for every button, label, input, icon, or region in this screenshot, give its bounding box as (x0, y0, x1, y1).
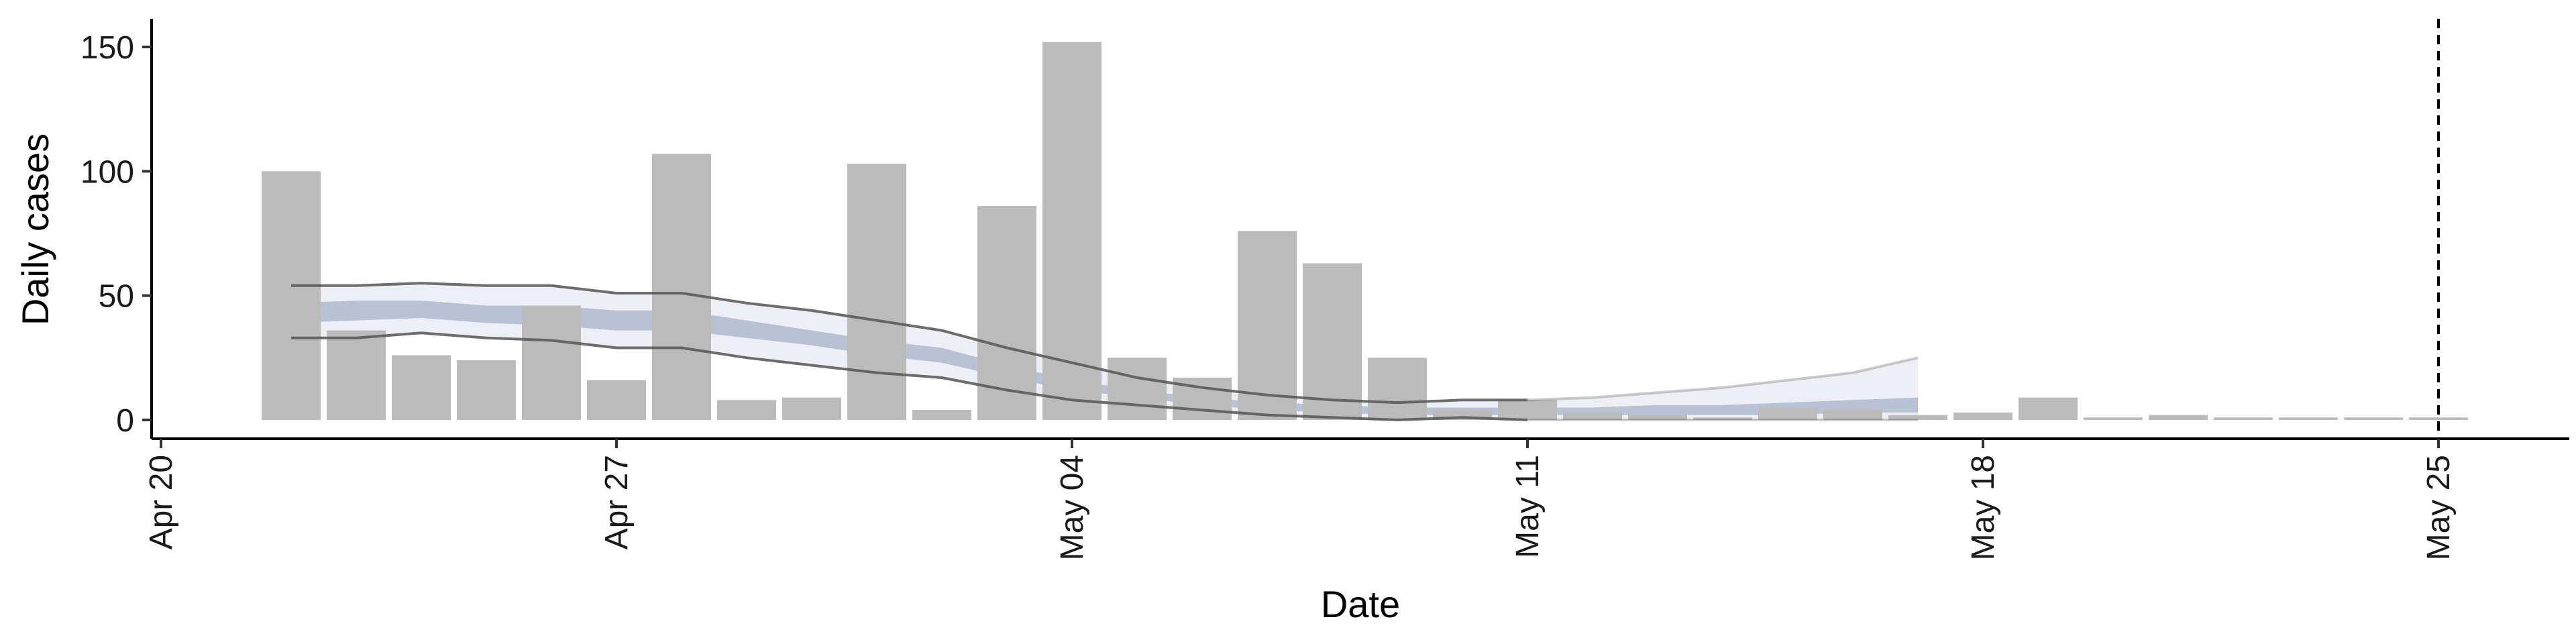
case-bar (587, 380, 646, 420)
y-tick-label: 100 (80, 154, 134, 190)
upper-interval-line-projected (1527, 356, 1919, 402)
case-bar (262, 171, 321, 421)
y-tick-label: 50 (99, 279, 134, 315)
x-ticks: Apr 20 Apr 27 May 04 May 11 May 18 May 25 (144, 439, 2457, 560)
x-axis-title: Date (1321, 583, 1400, 625)
x-tick-label: Apr 27 (599, 455, 635, 549)
case-bar (2214, 417, 2273, 420)
case-bar (2344, 417, 2403, 420)
axes (150, 19, 2569, 440)
x-tick-label: Apr 20 (144, 455, 179, 549)
case-bar (2279, 417, 2338, 420)
case-bar (1498, 400, 1557, 420)
case-bar (1758, 407, 1817, 420)
case-bar (1303, 263, 1362, 420)
case-bar (392, 355, 451, 420)
case-bar (717, 400, 776, 420)
case-bar (2409, 417, 2468, 420)
case-bar (782, 397, 841, 420)
case-bar (1628, 415, 1687, 420)
case-bar (912, 410, 971, 420)
case-bar (1823, 410, 1882, 420)
case-bars (262, 42, 2468, 421)
y-ticks: 0 50 100 150 (80, 30, 152, 439)
case-bar (2149, 415, 2208, 420)
case-bar (2084, 417, 2143, 420)
case-bar (1368, 358, 1427, 420)
case-bar (2019, 397, 2078, 420)
x-tick-label: May 25 (2421, 455, 2457, 560)
lower-interval-line (291, 331, 1528, 422)
y-tick-label: 150 (80, 30, 134, 66)
case-bar (847, 164, 906, 420)
case-bar (327, 330, 386, 420)
case-bar (1693, 417, 1752, 420)
case-bar (457, 360, 516, 420)
x-tick-label: May 18 (1966, 455, 2001, 560)
x-tick-label: May 04 (1055, 455, 1090, 560)
case-bar (1563, 412, 1622, 420)
upper-interval-line (291, 282, 1527, 405)
y-tick-label: 0 (116, 403, 134, 439)
case-bar (977, 206, 1036, 420)
case-bar (1108, 358, 1167, 420)
case-bar (652, 154, 711, 420)
x-tick-label: May 11 (1510, 455, 1546, 558)
case-bar (1238, 231, 1297, 420)
case-bar (1888, 415, 1947, 420)
interval-lines (291, 282, 1919, 422)
y-axis-title: Daily cases (14, 133, 56, 325)
case-bar (522, 305, 581, 420)
case-bar (1953, 412, 2012, 420)
